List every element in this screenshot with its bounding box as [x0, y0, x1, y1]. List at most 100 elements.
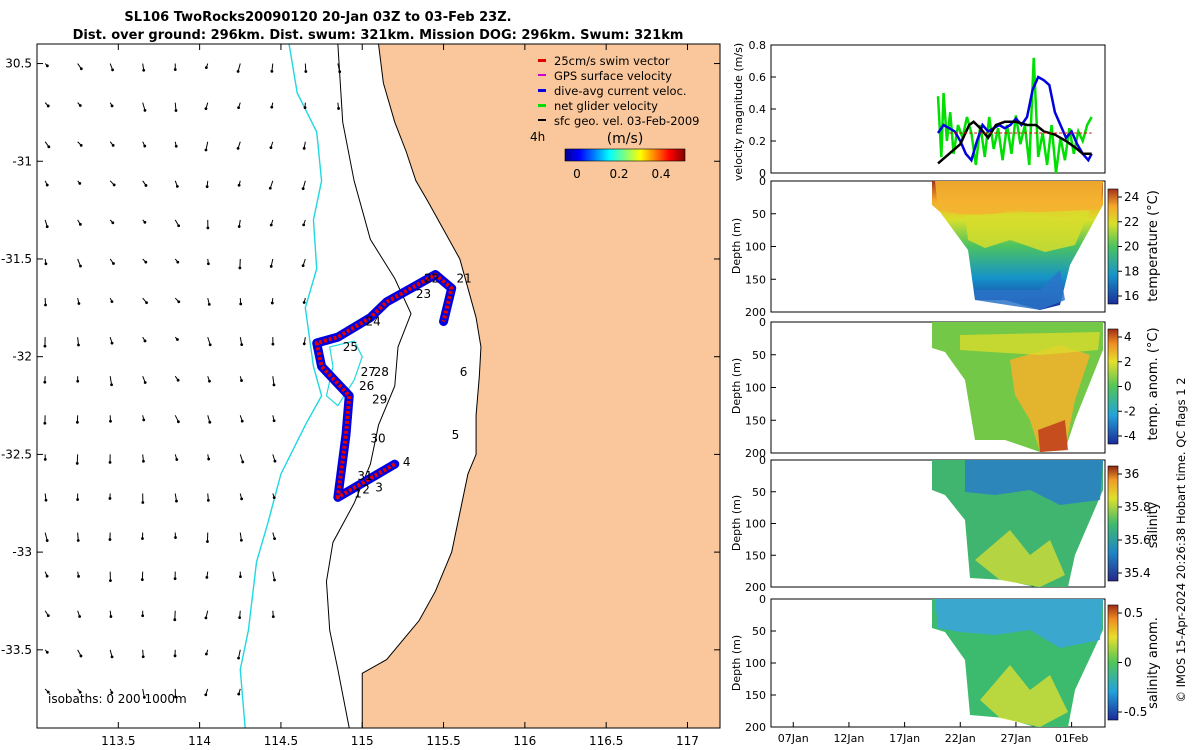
- velocity-arrow: [76, 493, 80, 501]
- velocity-y-tick-label: 0.6: [749, 71, 767, 84]
- velocity-arrow: [77, 63, 83, 71]
- velocity-arrow: [207, 297, 211, 306]
- velocity-arrow: [109, 141, 115, 147]
- colorbar-tick-label: 0: [1124, 656, 1132, 670]
- velocity-arrow: [270, 63, 274, 73]
- velocity-arrow: [109, 258, 115, 265]
- temperature-mid-layer: [965, 210, 1090, 252]
- velocity-arrow: [109, 63, 114, 72]
- velocity-arrow: [238, 610, 242, 620]
- colorbar-tick-2: 0.4: [651, 167, 670, 181]
- velocity-arrow: [77, 649, 83, 658]
- salinity-anomaly-ylabel: Depth (m): [730, 635, 743, 691]
- time-x-tick-label: 12Jan: [833, 732, 864, 745]
- velocity-arrow: [207, 454, 211, 461]
- velocity-series-sfc_geo: [937, 120, 1092, 165]
- velocity-arrow: [43, 454, 47, 461]
- velocity-arrow: [142, 63, 146, 72]
- depth-y-tick-label: 200: [745, 306, 766, 319]
- velocity-arrow: [239, 493, 244, 501]
- velocity-arrow: [141, 610, 145, 618]
- velocity-arrow: [269, 219, 274, 227]
- temperature-colorbar: [1107, 188, 1119, 305]
- velocity-y-tick-label: 0.8: [749, 39, 767, 52]
- colorbar-tick-label: 22: [1124, 215, 1139, 229]
- velocity-arrow: [141, 493, 145, 504]
- velocity-arrow: [109, 649, 114, 659]
- velocity-arrow: [302, 297, 306, 304]
- time-x-tick-label: 27Jan: [1000, 732, 1031, 745]
- velocity-arrow: [108, 454, 112, 464]
- track-day-label: 6: [460, 365, 468, 379]
- velocity-arrow: [142, 376, 147, 384]
- salinity-anomaly-panel: Depth (m) 0 50 100 150 200 0.5 0 -0.5 salinity…: [730, 593, 1161, 745]
- land-area: [362, 44, 720, 728]
- glider-track-swim: [314, 272, 454, 500]
- velocity-series-net: [936, 57, 1093, 173]
- velocity-arrow: [237, 649, 241, 660]
- legend-label-sfc-geo: sfc geo. vel. 03-Feb-2009: [554, 114, 700, 128]
- velocity-arrow: [174, 454, 179, 461]
- velocity-arrow: [173, 63, 177, 71]
- colorbar-tick-label: 16: [1124, 289, 1139, 303]
- track-day-label: 28: [374, 365, 389, 379]
- velocity-arrow: [237, 688, 241, 696]
- depth-y-tick-label: 100: [745, 657, 766, 670]
- salinity-anomaly-colorbar: [1107, 604, 1119, 721]
- track-day-label: 22: [424, 271, 439, 285]
- legend-label-dive-avg: dive-avg current veloc.: [554, 84, 687, 98]
- colorbar-tick-label: 20: [1124, 240, 1139, 254]
- velocity-arrow: [237, 180, 241, 187]
- colorbar-tick-label: -2: [1124, 404, 1136, 418]
- velocity-arrow: [142, 688, 146, 699]
- velocity-arrow: [239, 571, 242, 579]
- isobath-0m: [361, 44, 482, 728]
- velocity-arrow: [109, 688, 114, 695]
- temperature-colorbar-ticks: 24 22 20 18 16: [1118, 190, 1139, 303]
- track-day-label: 25: [343, 340, 358, 354]
- map-y-tick-label: -31: [12, 154, 32, 168]
- time-x-tick-label: 07Jan: [778, 732, 809, 745]
- velocity-arrow: [44, 493, 48, 502]
- colorbar-tick-label: 35.6: [1124, 533, 1151, 547]
- track-day-label: 27: [361, 365, 376, 379]
- velocity-arrow: [174, 375, 180, 382]
- velocity-arrow: [174, 141, 178, 148]
- velocity-arrow: [301, 258, 306, 268]
- isobath-200m: [325, 44, 412, 728]
- velocity-arrow: [109, 610, 113, 618]
- figure-title-line1: SL106 TwoRocks20090120 20-Jan 03Z to 03-…: [124, 10, 511, 25]
- temperature-warm-layer: [935, 181, 1103, 218]
- velocity-arrow: [44, 258, 48, 266]
- map-x-ticks: 113.5 114 114.5 115 115.5 116 116.5 117: [101, 44, 699, 748]
- velocity-arrow: [43, 415, 47, 425]
- velocity-arrow: [237, 102, 241, 110]
- velocity-arrow: [206, 258, 210, 266]
- map-x-tick-label: 114.5: [264, 734, 298, 748]
- velocity-arrow: [206, 219, 210, 230]
- depth-y-tick-label: 150: [745, 549, 766, 562]
- velocity-arrow: [44, 610, 50, 618]
- temp-anomaly-yellow-band: [960, 332, 1100, 355]
- colorbar-tick-label: 35.8: [1124, 500, 1151, 514]
- legend-label-net: net glider velocity: [554, 99, 658, 113]
- track-day-label: 23: [416, 287, 431, 301]
- colorbar-tick-label: 18: [1124, 264, 1139, 278]
- colorbar-tick-label: 24: [1124, 190, 1139, 204]
- map-y-tick-label: 30.5: [5, 57, 32, 71]
- velocity-arrow: [44, 63, 49, 68]
- velocity-arrow: [174, 180, 179, 188]
- depth-y-tick-label: 50: [752, 349, 766, 362]
- velocity-arrow: [77, 297, 81, 305]
- map-y-tick-label: -33.5: [1, 643, 32, 657]
- temp-anomaly-warm-core: [1010, 345, 1090, 452]
- velocity-arrow: [207, 415, 212, 424]
- map-y-tick-label: -32: [12, 350, 32, 364]
- velocity-y-ticks: 0 0.2 0.4 0.6 0.8: [749, 39, 776, 180]
- colorbar-tick-label: 0: [1124, 380, 1132, 394]
- velocity-arrow: [43, 337, 47, 348]
- temperature-panel: Depth (m) 0 50 100 150 200 24 22 20 18 16 temper…: [730, 175, 1161, 319]
- velocity-arrow: [206, 493, 210, 502]
- salinity-anomaly-salty-core: [980, 665, 1068, 727]
- velocity-arrow: [173, 649, 177, 658]
